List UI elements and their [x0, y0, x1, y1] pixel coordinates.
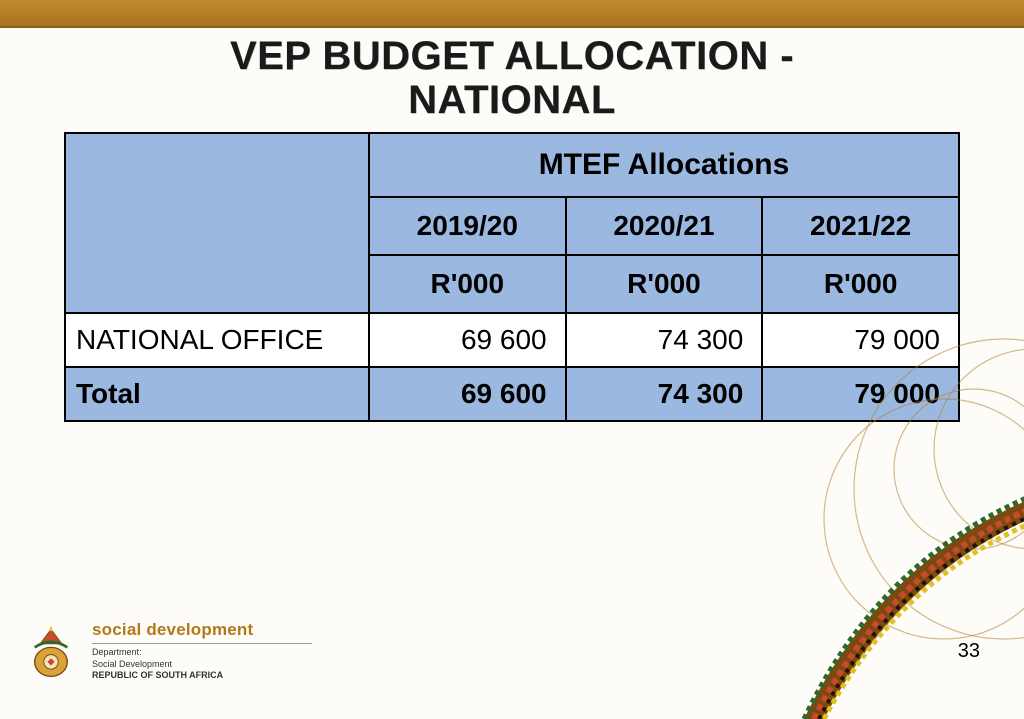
- mtef-allocations-header: MTEF Allocations: [369, 133, 959, 197]
- title-line-1: VEP BUDGET ALLOCATION -: [230, 34, 794, 78]
- dept-line-3: REPUBLIC OF SOUTH AFRICA: [92, 670, 223, 680]
- budget-table-container: MTEF Allocations 2019/20 2020/21 2021/22…: [64, 132, 960, 422]
- department-subtitle: Department: Social Development REPUBLIC …: [92, 647, 312, 681]
- page-number: 33: [958, 640, 980, 663]
- year-header-1: 2020/21: [566, 197, 763, 255]
- dept-line-2: Social Development: [92, 659, 172, 669]
- row-val-0-1: 74 300: [566, 313, 763, 367]
- dept-line-1: Department:: [92, 647, 142, 657]
- row-label-0: NATIONAL OFFICE: [65, 313, 369, 367]
- total-val-2: 79 000: [762, 367, 959, 421]
- department-title: social development: [92, 620, 312, 644]
- unit-header-0: R'000: [369, 255, 566, 313]
- footer-branding: social development Department: Social De…: [22, 620, 312, 681]
- decorative-beads: [774, 439, 1024, 719]
- row-val-0-0: 69 600: [369, 313, 566, 367]
- total-val-1: 74 300: [566, 367, 763, 421]
- row-val-0-2: 79 000: [762, 313, 959, 367]
- table-row: NATIONAL OFFICE 69 600 74 300 79 000: [65, 313, 959, 367]
- unit-header-1: R'000: [566, 255, 763, 313]
- total-label: Total: [65, 367, 369, 421]
- unit-header-2: R'000: [762, 255, 959, 313]
- table-blank-header: [65, 133, 369, 313]
- department-text-block: social development Department: Social De…: [92, 620, 312, 681]
- coat-of-arms-icon: [22, 622, 80, 680]
- budget-table: MTEF Allocations 2019/20 2020/21 2021/22…: [64, 132, 960, 422]
- total-val-0: 69 600: [369, 367, 566, 421]
- slide-title: VEP BUDGET ALLOCATION - NATIONAL: [0, 34, 1024, 122]
- year-header-0: 2019/20: [369, 197, 566, 255]
- year-header-2: 2021/22: [762, 197, 959, 255]
- title-line-2: NATIONAL: [408, 78, 616, 122]
- table-total-row: Total 69 600 74 300 79 000: [65, 367, 959, 421]
- top-accent-bar: [0, 0, 1024, 28]
